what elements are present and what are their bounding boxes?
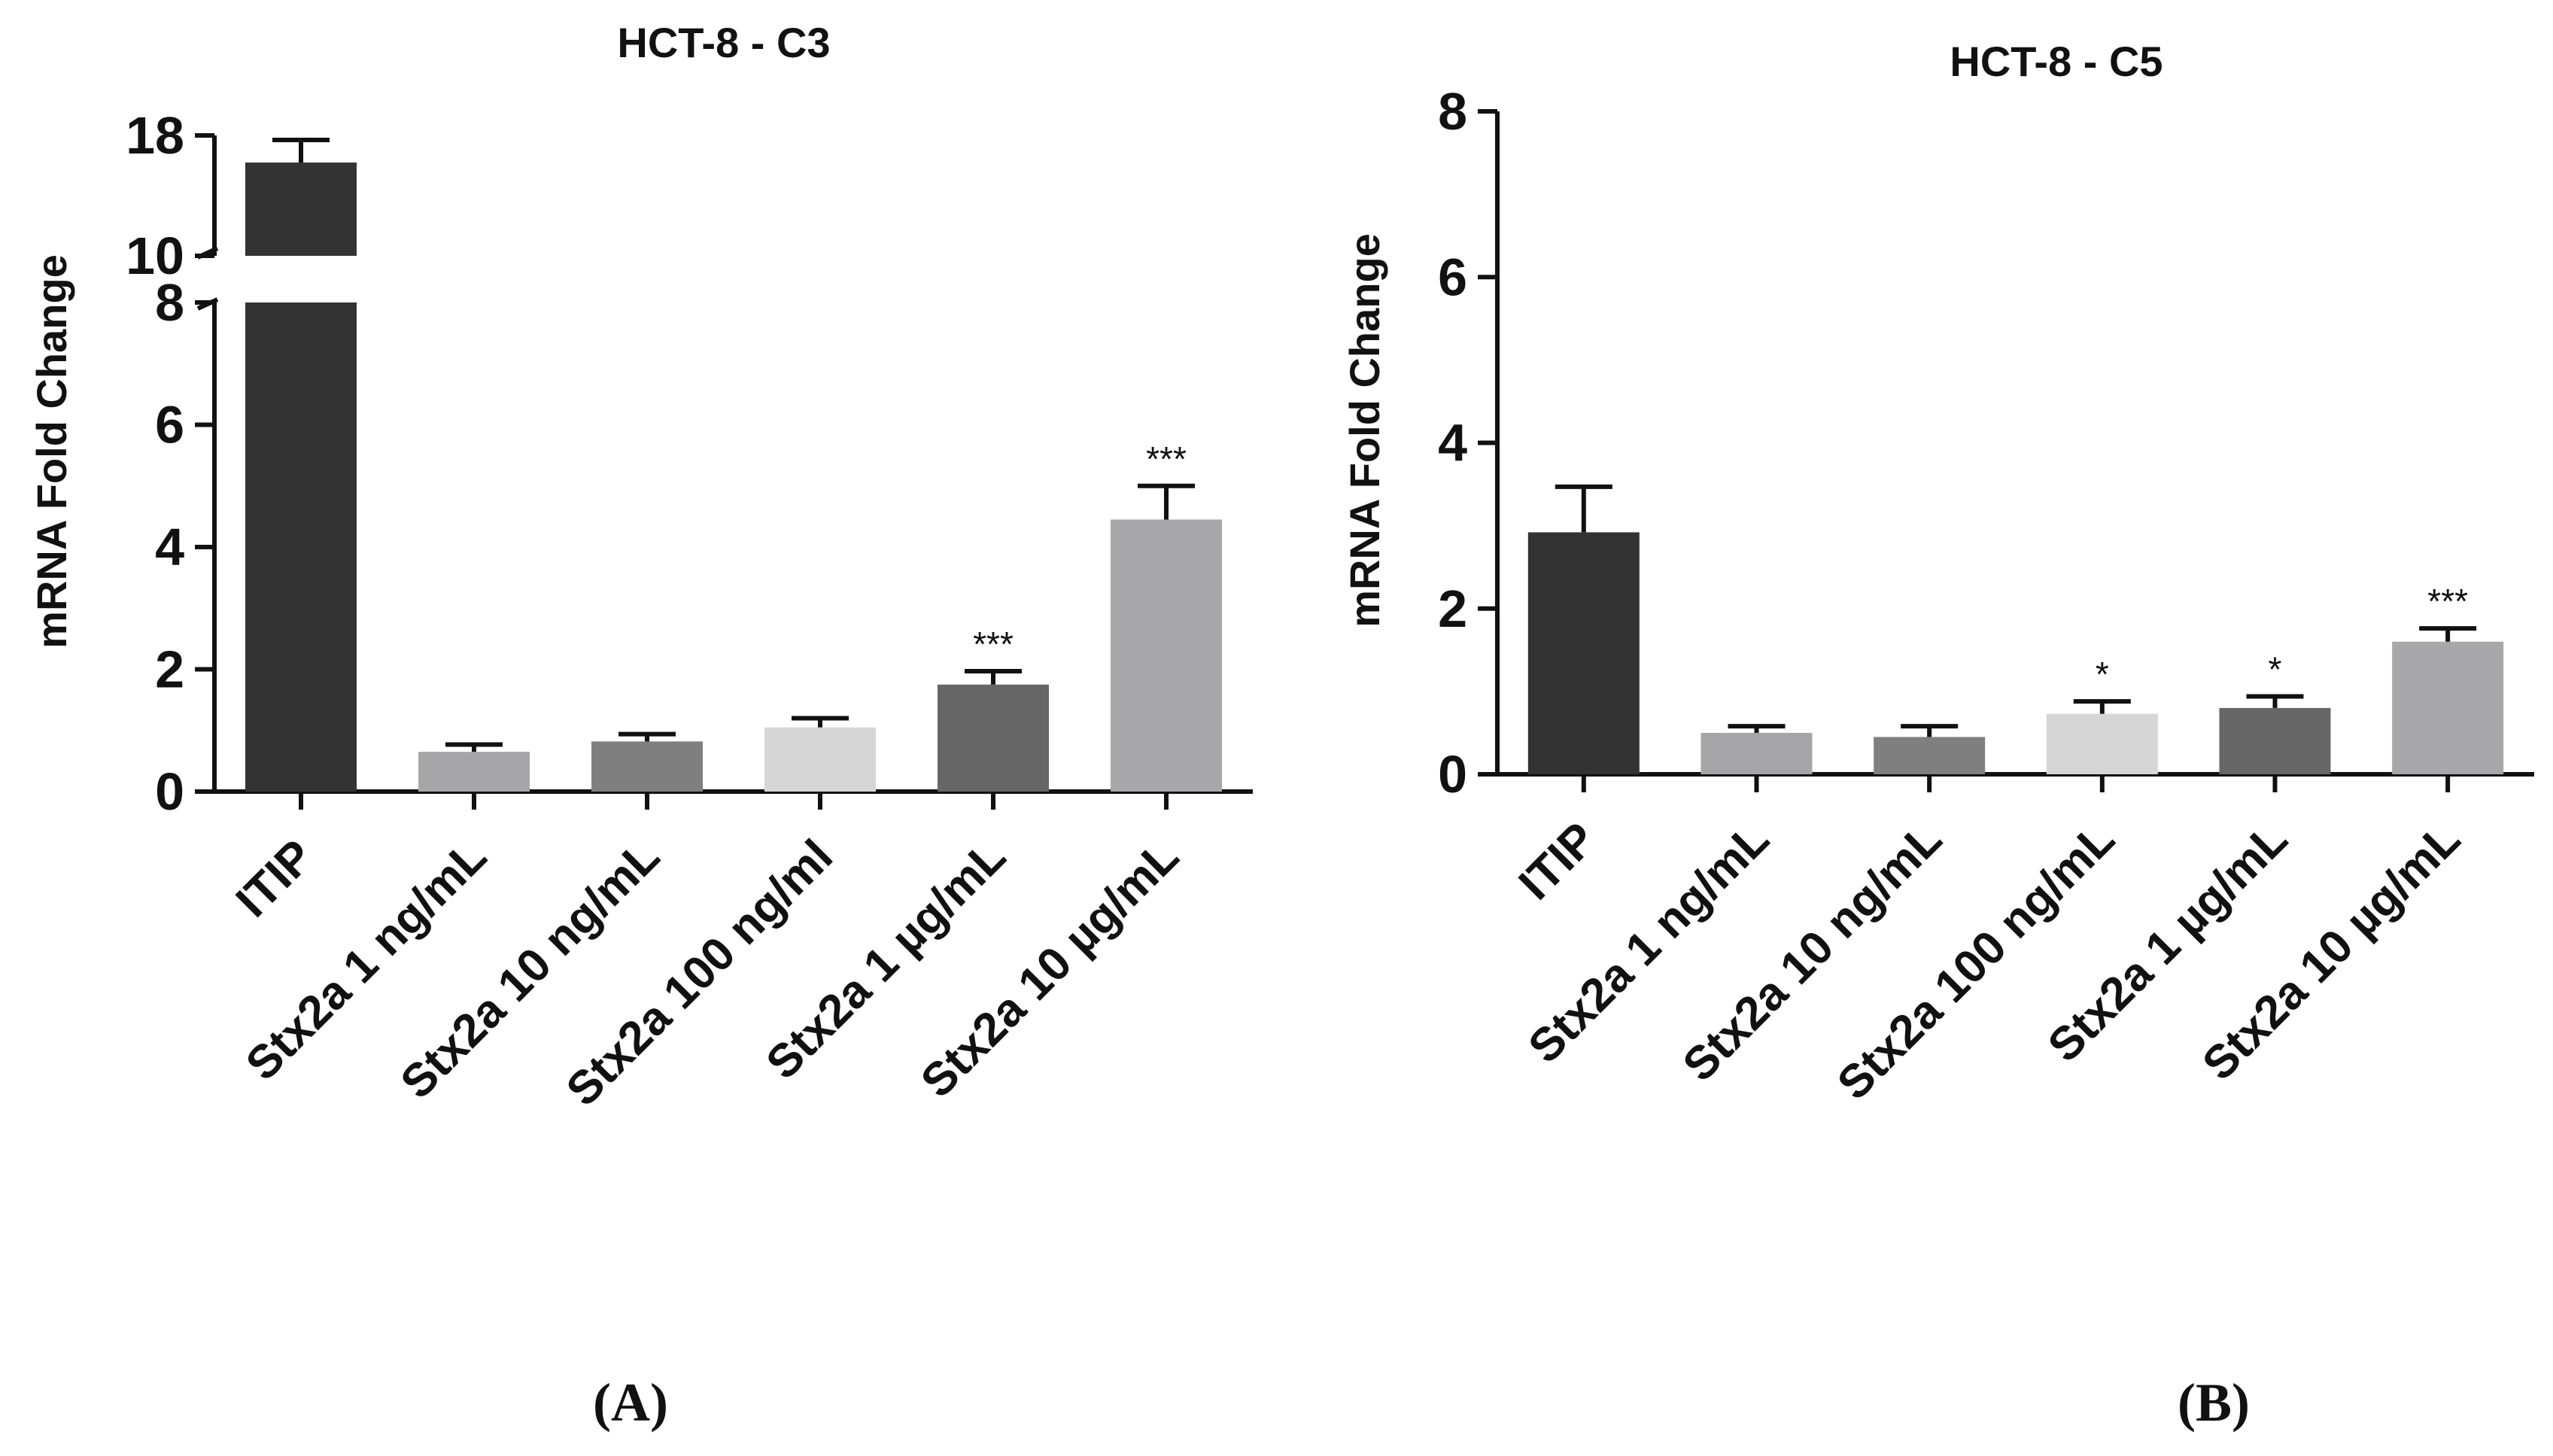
chart-a-bar: [245, 302, 357, 792]
chart-a-axes: [195, 133, 1253, 810]
chart-a-y-tick-label: 0: [155, 762, 184, 821]
chart-a-title: HCT-8 - C3: [617, 19, 830, 66]
chart-b-bar: [2219, 707, 2331, 774]
chart-a-y-tick-label: 6: [155, 396, 184, 454]
chart-a-panel-label: (A): [593, 1372, 668, 1433]
chart-b-y-tick-label: 0: [1438, 745, 1467, 804]
chart-a-bar: [1111, 519, 1222, 792]
chart-b-bar: [2392, 641, 2504, 774]
chart-a-bars: [245, 138, 1222, 792]
chart-b-axes: [1478, 109, 2534, 792]
chart-b-significance-label: *: [2096, 655, 2109, 694]
chart-a-bar: [418, 752, 530, 792]
chart-b-y-tick-label: 4: [1438, 414, 1467, 473]
chart-b-bar: [1874, 737, 1986, 774]
chart-a-bar: [591, 741, 703, 792]
chart-b-significance-label: *: [2269, 649, 2282, 688]
chart-a-bar: [245, 163, 357, 256]
chart-a-bar: [764, 727, 876, 792]
chart-b-bar: [1527, 532, 1640, 774]
chart-a-y-tick-label: 8: [155, 273, 184, 332]
chart-a-significance-label: ***: [973, 625, 1014, 664]
chart-b-y-tick-label: 2: [1438, 579, 1467, 638]
chart-a-ylabel: mRNA Fold Change: [28, 254, 75, 649]
chart-b-y-tick-label: 6: [1438, 248, 1467, 306]
chart-b-bar: [2046, 713, 2158, 774]
chart-a-y-tick-label: 18: [126, 106, 184, 165]
chart-b-panel-label: (B): [2178, 1372, 2250, 1433]
chart-a-y-tick-label: 10: [126, 226, 184, 285]
chart-a-y-tick-label: 2: [155, 640, 184, 699]
chart-b-bars: [1527, 484, 2504, 774]
chart-b-title: HCT-8 - C5: [1950, 38, 2162, 85]
chart-b-y-tick-label: 8: [1438, 82, 1467, 141]
chart-a-significance-label: ***: [1146, 439, 1187, 479]
chart-a-y-tick-label: 4: [155, 518, 184, 576]
chart-a-bar: [938, 684, 1049, 792]
chart-b-bar: [1700, 732, 1813, 774]
chart-b-ylabel: mRNA Fold Change: [1341, 233, 1388, 628]
chart-b-significance-label: ***: [2427, 582, 2468, 621]
